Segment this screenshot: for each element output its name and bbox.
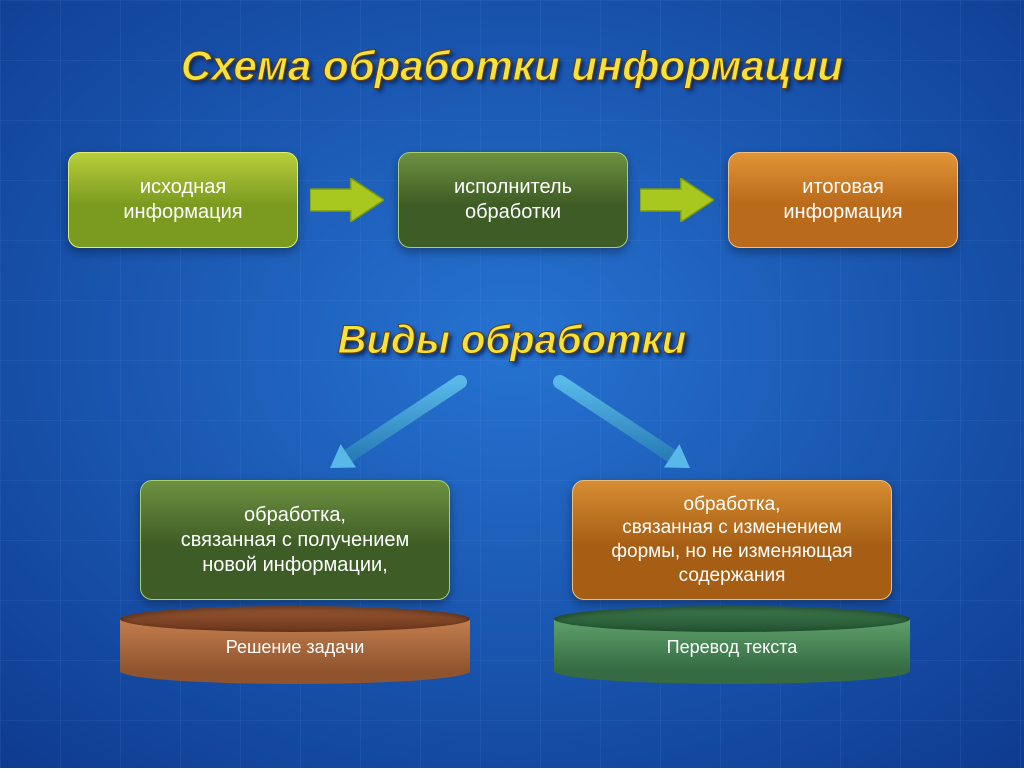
cylinder-right-text: Перевод текста xyxy=(667,637,798,658)
main-title: Схема обработки информации xyxy=(0,42,1024,90)
cylinder-right: Перевод текста xyxy=(554,606,910,684)
cylinder-left: Решение задачи xyxy=(120,606,470,684)
main-title-text: Схема обработки информации xyxy=(181,42,843,89)
arrow-right-2-icon xyxy=(640,178,714,222)
cylinder-left-text: Решение задачи xyxy=(226,637,365,658)
type-box-form-change-text: обработка,связанная с изменениемформы, н… xyxy=(611,493,852,588)
flow-box-source-text: исходная информация xyxy=(83,175,283,225)
type-box-new-info-text: обработка,связанная с получениемновой ин… xyxy=(181,503,410,578)
flow-box-executor: исполнитель обработки xyxy=(398,152,628,248)
flow-box-source: исходная информация xyxy=(68,152,298,248)
flow-box-result: итоговая информация xyxy=(728,152,958,248)
flow-box-result-text: итоговая информация xyxy=(743,175,943,225)
type-box-new-info: обработка,связанная с получениемновой ин… xyxy=(140,480,450,600)
subtitle-text: Виды обработки xyxy=(338,318,687,362)
arrow-right-1-icon xyxy=(310,178,384,222)
flow-box-executor-text: исполнитель обработки xyxy=(413,175,613,225)
type-box-form-change: обработка,связанная с изменениемформы, н… xyxy=(572,480,892,600)
subtitle: Виды обработки xyxy=(0,318,1024,363)
